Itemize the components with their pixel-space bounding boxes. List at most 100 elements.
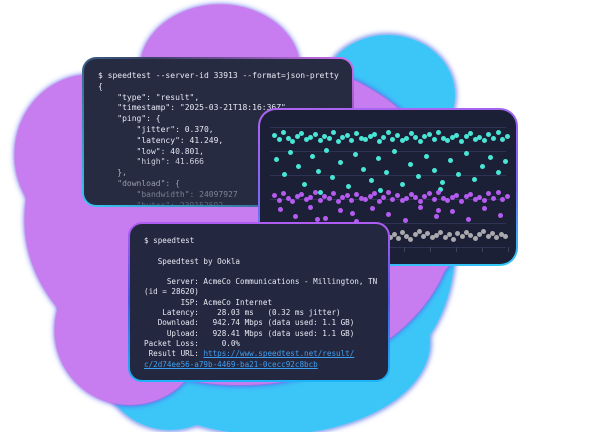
dot-band-cyan — [289, 138, 295, 144]
terminal-speedtest-output: $ speedtest Speedtest by Ookla Server: A… — [130, 224, 388, 380]
dot-band-purple — [389, 196, 395, 202]
dot-band-cyan — [307, 134, 313, 140]
dot-band-gray — [403, 233, 409, 239]
terminal-line: Packet Loss: 0.0% — [144, 338, 241, 348]
dot-band-purple — [330, 190, 336, 196]
dot-band-purple — [394, 192, 400, 198]
dot-band-gray — [407, 236, 413, 242]
dot-band-cyan — [440, 135, 446, 141]
gridline — [270, 151, 506, 152]
dot-band-purple — [435, 189, 441, 195]
dot-band-cyan — [495, 169, 501, 175]
dot-band-purple — [476, 194, 482, 200]
dot-band-gray — [450, 236, 456, 242]
dot-band-purple — [402, 217, 408, 223]
gridline — [270, 175, 506, 176]
dot-band-purple — [353, 191, 359, 197]
terminal-line — [144, 246, 380, 256]
dot-band-cyan — [358, 135, 364, 141]
dot-band-gray — [433, 232, 439, 238]
result-url-link[interactable]: c/2d74ee56-a79b-4469-ba21-0cecc92c8bcb — [144, 359, 318, 369]
terminal-line: c/2d74ee56-a79b-4469-ba21-0cecc92c8bcb — [144, 360, 380, 370]
dot-band-purple — [481, 205, 487, 211]
dot-band-purple — [408, 191, 414, 197]
result-url-link[interactable]: https://www.speedtest.net/result/ — [203, 349, 355, 359]
dot-band-purple — [322, 215, 328, 221]
dot-band-cyan — [312, 131, 318, 137]
dot-band-cyan — [345, 183, 351, 189]
dot-band-purple — [312, 189, 318, 195]
dot-band-cyan — [315, 168, 321, 174]
dot-band-gray — [391, 231, 397, 237]
dot-band-cyan — [502, 158, 508, 164]
dot-band-cyan — [415, 173, 421, 179]
dot-band-purple — [289, 198, 295, 204]
dot-band-purple — [369, 205, 375, 211]
dot-band-gray — [454, 230, 460, 236]
dot-band-purple — [314, 216, 320, 222]
dot-band-cyan — [391, 148, 397, 154]
terminal-line: Upload: 928.41 Mbps (data used: 1.1 GB) — [144, 328, 355, 338]
gridline — [270, 247, 506, 248]
axis-tick — [456, 247, 457, 252]
dot-band-cyan — [458, 138, 464, 144]
terminal-line: (id = 28620) — [144, 287, 199, 297]
dot-band-cyan — [467, 130, 473, 136]
dot-band-purple — [433, 213, 439, 219]
dot-band-purple — [463, 193, 469, 199]
dot-band-purple — [317, 197, 323, 203]
dot-band-purple — [481, 197, 487, 203]
dot-band-cyan — [353, 130, 359, 136]
dot-band-cyan — [431, 136, 437, 142]
dot-band-purple — [485, 190, 491, 196]
dot-band-cyan — [490, 135, 496, 141]
strip-plot — [260, 110, 516, 264]
dot-band-cyan — [326, 135, 332, 141]
dot-band-cyan — [273, 156, 279, 162]
dot-band-cyan — [375, 155, 381, 161]
dot-band-cyan — [455, 171, 461, 177]
dot-band-purple — [449, 194, 455, 200]
dot-band-cyan — [479, 163, 485, 169]
dot-band-cyan — [362, 136, 368, 142]
axis-tick — [404, 247, 405, 252]
terminal-line: Latency: 28.03 ms (0.32 ms jitter) — [144, 308, 341, 318]
dot-band-purple — [277, 206, 283, 212]
dot-band-cyan — [380, 134, 386, 140]
dot-band-cyan — [399, 137, 405, 143]
dot-band-cyan — [287, 149, 293, 155]
dot-band-cyan — [389, 136, 395, 142]
dot-band-gray — [480, 228, 486, 234]
dot-band-cyan — [323, 147, 329, 153]
dot-band-purple — [344, 192, 350, 198]
dot-band-purple — [385, 211, 391, 217]
dot-band-cyan — [463, 150, 469, 156]
dot-band-cyan — [271, 132, 277, 138]
dot-band-cyan — [499, 136, 505, 142]
dot-band-cyan — [321, 133, 327, 139]
dot-band-cyan — [394, 132, 400, 138]
dot-band-cyan — [385, 129, 391, 135]
dot-band-purple — [358, 195, 364, 201]
terminal-speedtest-window: $ speedtest Speedtest by Ookla Server: A… — [128, 222, 390, 382]
dot-band-cyan — [421, 133, 427, 139]
dot-band-cyan — [280, 129, 286, 135]
dot-band-purple — [421, 193, 427, 199]
axis-tick — [430, 247, 431, 252]
gridline — [270, 199, 506, 200]
dot-band-purple — [504, 193, 510, 199]
dot-band-cyan — [453, 132, 459, 138]
terminal-line: Server: AcmeCo Communications - Millingt… — [144, 277, 378, 287]
dot-band-purple — [276, 197, 282, 203]
dot-band-cyan — [335, 138, 341, 144]
dot-band-cyan — [399, 181, 405, 187]
dot-band-purple — [412, 194, 418, 200]
dot-band-cyan — [352, 151, 358, 157]
dot-band-cyan — [344, 132, 350, 138]
dot-band-purple — [303, 196, 309, 202]
dot-band-gray — [485, 233, 491, 239]
dot-band-purple — [465, 216, 471, 222]
gridline — [270, 223, 506, 224]
dot-band-cyan — [317, 137, 323, 143]
dot-band-purple — [307, 204, 313, 210]
